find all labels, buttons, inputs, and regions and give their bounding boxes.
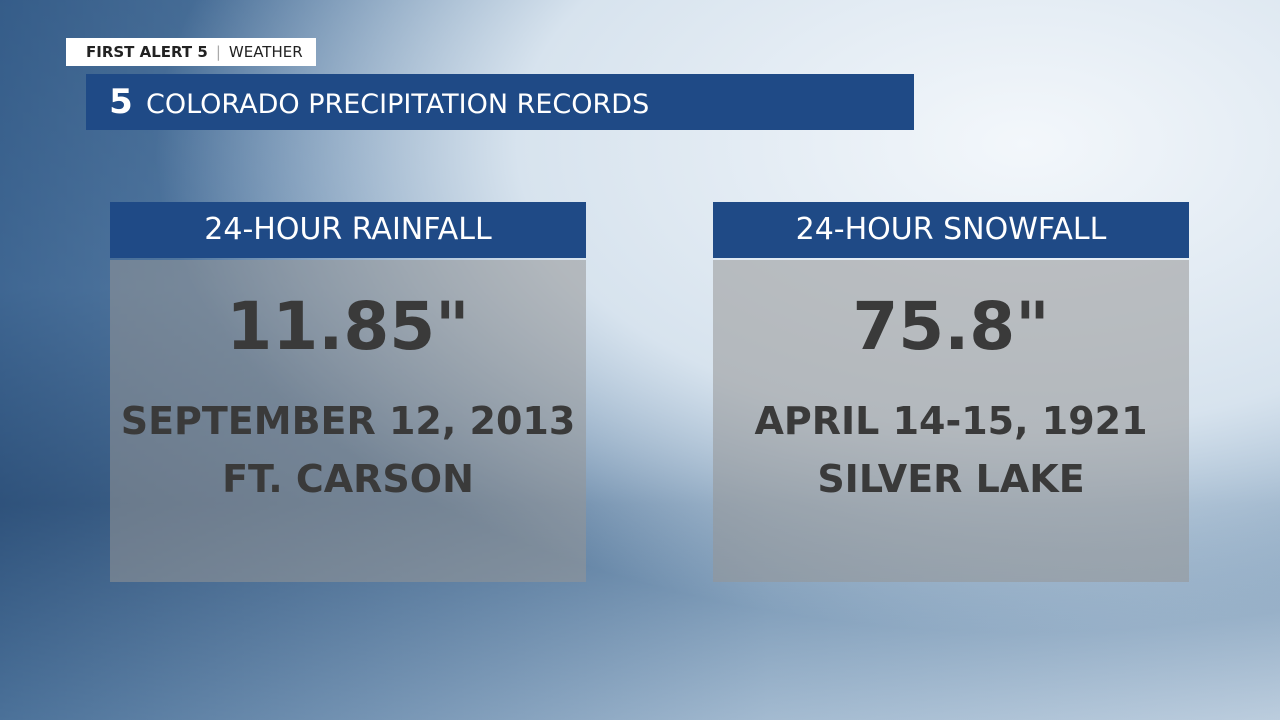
record-place: FT. CARSON xyxy=(222,457,474,501)
card: 24-HOUR SNOWFALL 75.8" APRIL 14-15, 1921… xyxy=(713,202,1189,582)
record-place: SILVER LAKE xyxy=(817,457,1085,501)
card-body: 75.8" APRIL 14-15, 1921 SILVER LAKE xyxy=(713,260,1189,582)
card-title: 24-HOUR SNOWFALL xyxy=(713,202,1189,258)
record-date: SEPTEMBER 12, 2013 xyxy=(120,399,576,443)
title: COLORADO PRECIPITATION RECORDS xyxy=(146,89,650,120)
title-bar: 5 COLORADO PRECIPITATION RECORDS xyxy=(86,74,914,130)
section: WEATHER xyxy=(228,43,303,61)
card: 24-HOUR RAINFALL 11.85" SEPTEMBER 12, 20… xyxy=(110,202,586,582)
record-value: 75.8" xyxy=(852,288,1050,365)
brand: FIRST ALERT 5 xyxy=(86,43,208,61)
card-title: 24-HOUR RAINFALL xyxy=(110,202,586,258)
brand-tag: FIRST ALERT 5 | WEATHER xyxy=(66,38,316,66)
logo: 5 xyxy=(109,82,133,122)
record-date: APRIL 14-15, 1921 xyxy=(754,399,1148,443)
record-value: 11.85" xyxy=(226,288,470,365)
card-body: 11.85" SEPTEMBER 12, 2013 FT. CARSON xyxy=(110,260,586,582)
